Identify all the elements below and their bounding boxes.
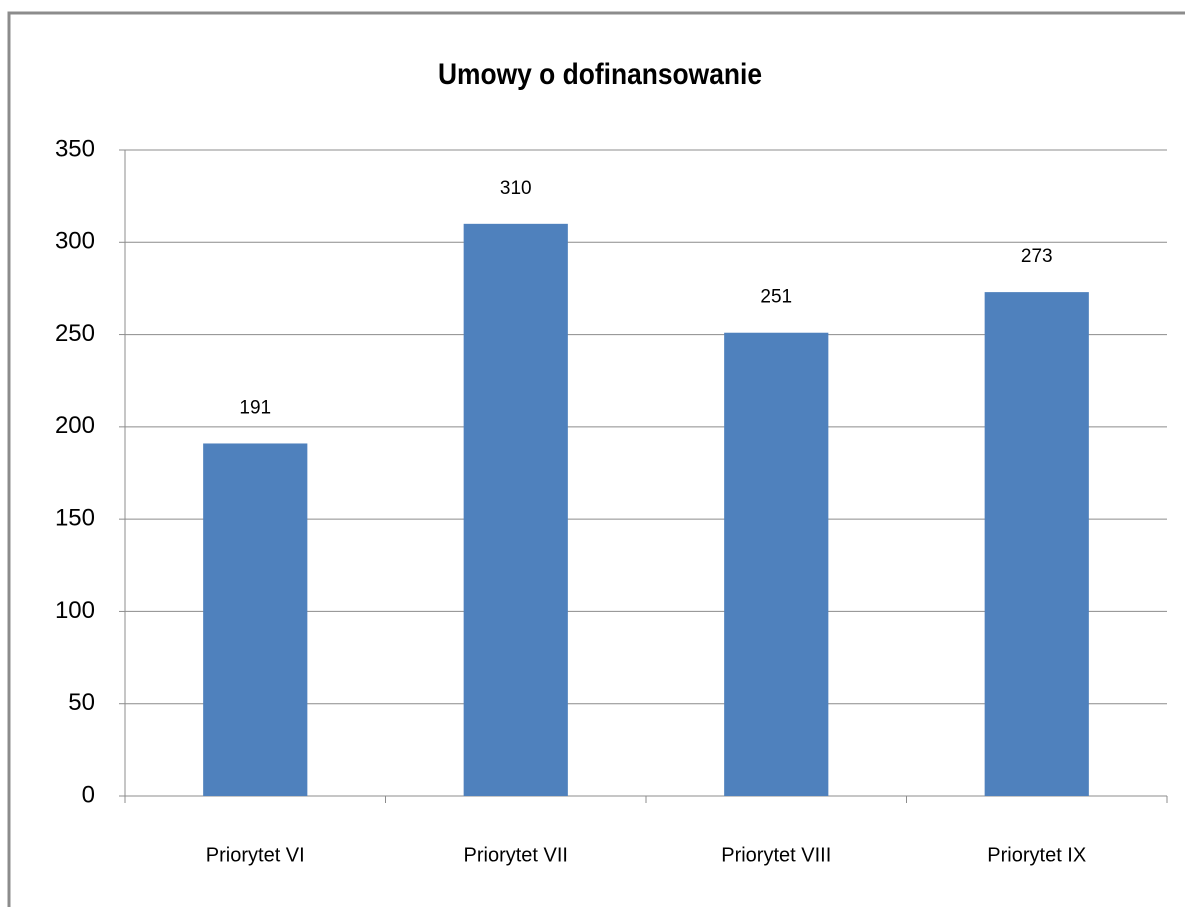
chart-title: Umowy o dofinansowanie bbox=[438, 56, 762, 90]
bar bbox=[203, 443, 308, 796]
x-tick-label: Priorytet VIII bbox=[721, 844, 831, 866]
bar bbox=[463, 223, 568, 797]
y-tick-label: 150 bbox=[55, 504, 95, 531]
bar bbox=[724, 332, 829, 796]
x-tick-label: Priorytet IX bbox=[987, 844, 1086, 866]
y-tick-label: 100 bbox=[55, 597, 95, 624]
data-label: 273 bbox=[1021, 246, 1053, 267]
y-tick-label: 200 bbox=[55, 412, 95, 439]
data-label: 251 bbox=[760, 287, 792, 308]
data-label: 310 bbox=[500, 178, 532, 199]
y-tick-label: 0 bbox=[82, 781, 95, 808]
chart-frame bbox=[7, 11, 1185, 907]
x-tick-label: Priorytet VII bbox=[464, 844, 568, 866]
x-tick-label: Priorytet VI bbox=[206, 844, 305, 866]
y-tick-label: 250 bbox=[55, 320, 95, 347]
bar bbox=[984, 292, 1089, 796]
y-tick-label: 50 bbox=[68, 689, 95, 716]
y-tick-label: 300 bbox=[55, 228, 95, 255]
y-tick-label: 350 bbox=[55, 135, 95, 162]
data-label: 191 bbox=[239, 397, 271, 418]
